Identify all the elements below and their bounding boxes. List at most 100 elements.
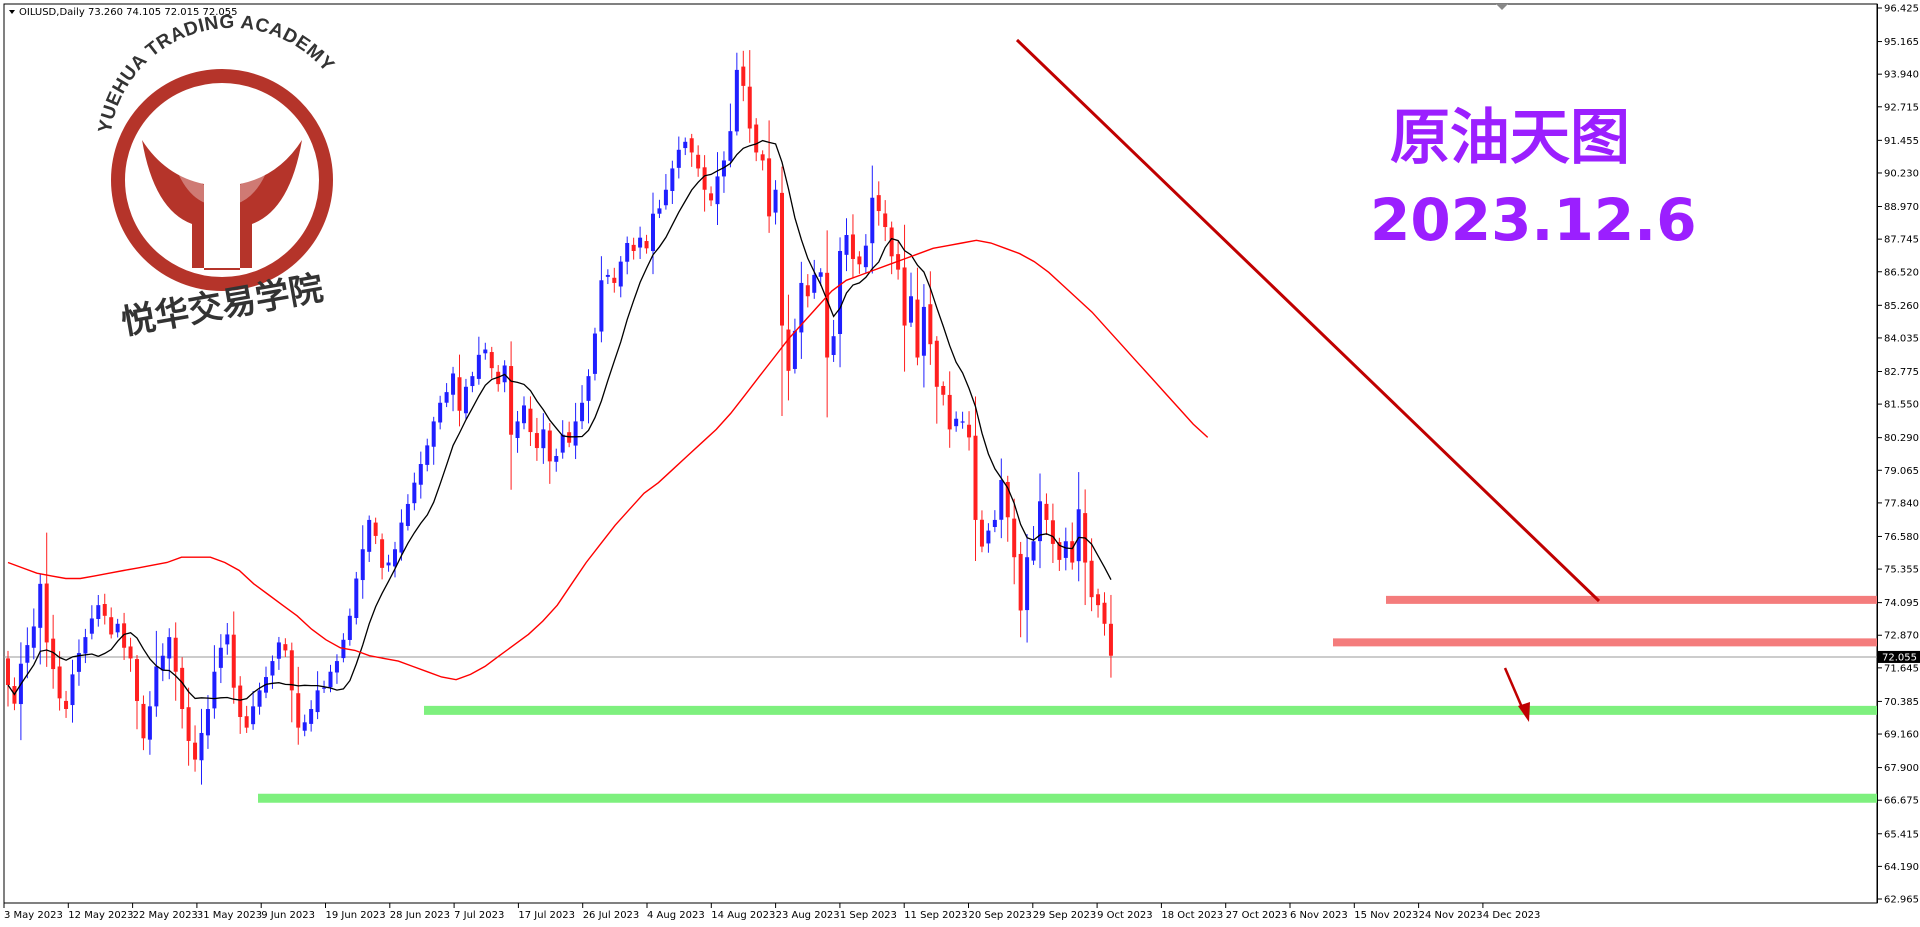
candle-bull xyxy=(205,709,210,736)
candle-bull xyxy=(657,208,662,214)
candle-bear xyxy=(509,366,514,435)
candle-bear xyxy=(1102,602,1107,624)
x-tick-label: 12 May 2023 xyxy=(68,910,133,921)
candle-bull xyxy=(909,296,913,323)
candle-bull xyxy=(438,402,443,423)
candle-bull xyxy=(167,637,172,659)
candle-bear xyxy=(1012,518,1017,558)
candle-bear xyxy=(805,285,810,297)
candle-bear xyxy=(457,377,462,411)
candle-bear xyxy=(941,385,946,395)
candle-bull xyxy=(1063,541,1068,558)
y-tick-label: 72.870 xyxy=(1884,631,1919,642)
x-tick-label: 18 Oct 2023 xyxy=(1161,910,1223,921)
x-tick-label: 28 Jun 2023 xyxy=(390,910,450,921)
candle-bear xyxy=(102,603,107,616)
candle-bull xyxy=(334,661,339,673)
current-price-tag-label: 72.055 xyxy=(1882,652,1917,663)
candle-bull xyxy=(921,306,926,356)
candle-bear xyxy=(767,158,772,217)
candle-bear xyxy=(979,519,984,547)
x-tick-label: 27 Oct 2023 xyxy=(1226,910,1288,921)
candle-bear xyxy=(1096,594,1101,606)
candle-bull xyxy=(960,421,965,423)
y-tick-label: 69.160 xyxy=(1884,730,1919,741)
candle-bear xyxy=(947,394,952,430)
candle-bull xyxy=(322,687,327,689)
y-tick-label: 79.065 xyxy=(1884,466,1919,477)
candle-bull xyxy=(25,645,30,663)
candle-bull xyxy=(792,330,797,369)
x-tick-label: 1 Sep 2023 xyxy=(840,910,897,921)
y-tick-label: 62.965 xyxy=(1884,895,1919,906)
candle-bull xyxy=(405,503,410,526)
candle-bull xyxy=(315,690,320,713)
x-tick-label: 19 Jun 2023 xyxy=(326,910,386,921)
candle-bull xyxy=(605,274,610,277)
candle-bull xyxy=(721,160,726,177)
candle-bear xyxy=(631,244,636,251)
candle-bull xyxy=(1025,557,1030,611)
candle-bull xyxy=(83,637,88,654)
x-tick-label: 4 Aug 2023 xyxy=(647,910,705,921)
y-tick-label: 80.290 xyxy=(1884,433,1919,444)
candle-bull xyxy=(580,402,585,422)
x-tick-label: 31 May 2023 xyxy=(197,910,262,921)
candle-bull xyxy=(541,429,546,449)
candle-bull xyxy=(154,666,159,707)
candle-bull xyxy=(451,373,456,395)
y-axis: 96.425 95.165 93.940 92.715 91.455 90.230 88.9… xyxy=(1877,4,1920,906)
candle-bull xyxy=(360,549,365,581)
x-tick-label: 11 Sep 2023 xyxy=(904,910,967,921)
downtrend-line xyxy=(1015,38,1601,603)
candle-bull xyxy=(444,392,449,403)
y-tick-label: 82.775 xyxy=(1884,367,1919,378)
x-tick-label: 24 Nov 2023 xyxy=(1419,910,1483,921)
candle-bull xyxy=(96,605,101,619)
down-arrow-shaft xyxy=(1503,667,1526,713)
candle-bear xyxy=(702,167,707,190)
y-tick-label: 90.230 xyxy=(1884,168,1919,179)
candle-bull xyxy=(431,421,436,447)
candle-bull xyxy=(715,176,720,205)
y-tick-label: 93.940 xyxy=(1884,70,1919,81)
candle-bull xyxy=(89,618,94,634)
candle-bull xyxy=(212,671,217,709)
candle-bull xyxy=(728,131,733,161)
candle-bear xyxy=(528,408,533,433)
candle-bear xyxy=(231,634,236,688)
y-tick-label: 86.520 xyxy=(1884,267,1919,278)
candle-bull xyxy=(309,709,314,724)
y-tick-label: 74.095 xyxy=(1884,598,1919,609)
candle-bull xyxy=(399,522,404,553)
x-tick-label: 26 Jul 2023 xyxy=(583,910,640,921)
down-arrow-head-icon xyxy=(1518,702,1530,722)
candle-bear xyxy=(644,241,649,249)
ohlc-label: 73.260 74.105 72.015 72.055 xyxy=(88,7,238,18)
y-tick-label: 91.455 xyxy=(1884,136,1919,147)
candle-bear xyxy=(373,522,378,536)
candle-bear xyxy=(747,86,752,129)
triangle-down-icon[interactable] xyxy=(9,10,15,14)
candle-bear xyxy=(883,213,888,228)
candle-bear xyxy=(1089,560,1094,598)
candle-bear xyxy=(64,700,69,710)
candle-bull xyxy=(328,671,333,688)
candle-bull xyxy=(276,642,281,659)
y-tick-label: 87.745 xyxy=(1884,235,1919,246)
candle-bull xyxy=(818,272,823,277)
y-tick-label: 88.970 xyxy=(1884,202,1919,213)
candle-bear xyxy=(1044,503,1049,520)
candle-bull xyxy=(638,237,643,248)
candle-bull xyxy=(651,213,655,251)
candle-bull xyxy=(734,69,739,132)
candle-bear xyxy=(689,138,694,153)
candle-bear xyxy=(547,430,552,462)
candle-bear xyxy=(128,646,133,659)
candle-bull xyxy=(773,189,778,213)
candle-bear xyxy=(135,659,139,702)
chart-header: OILUSD,Daily 73.260 74.105 72.015 72.055 xyxy=(9,4,1508,18)
chart-shift-marker-icon[interactable] xyxy=(1496,4,1508,10)
x-tick-label: 9 Jun 2023 xyxy=(261,910,315,921)
